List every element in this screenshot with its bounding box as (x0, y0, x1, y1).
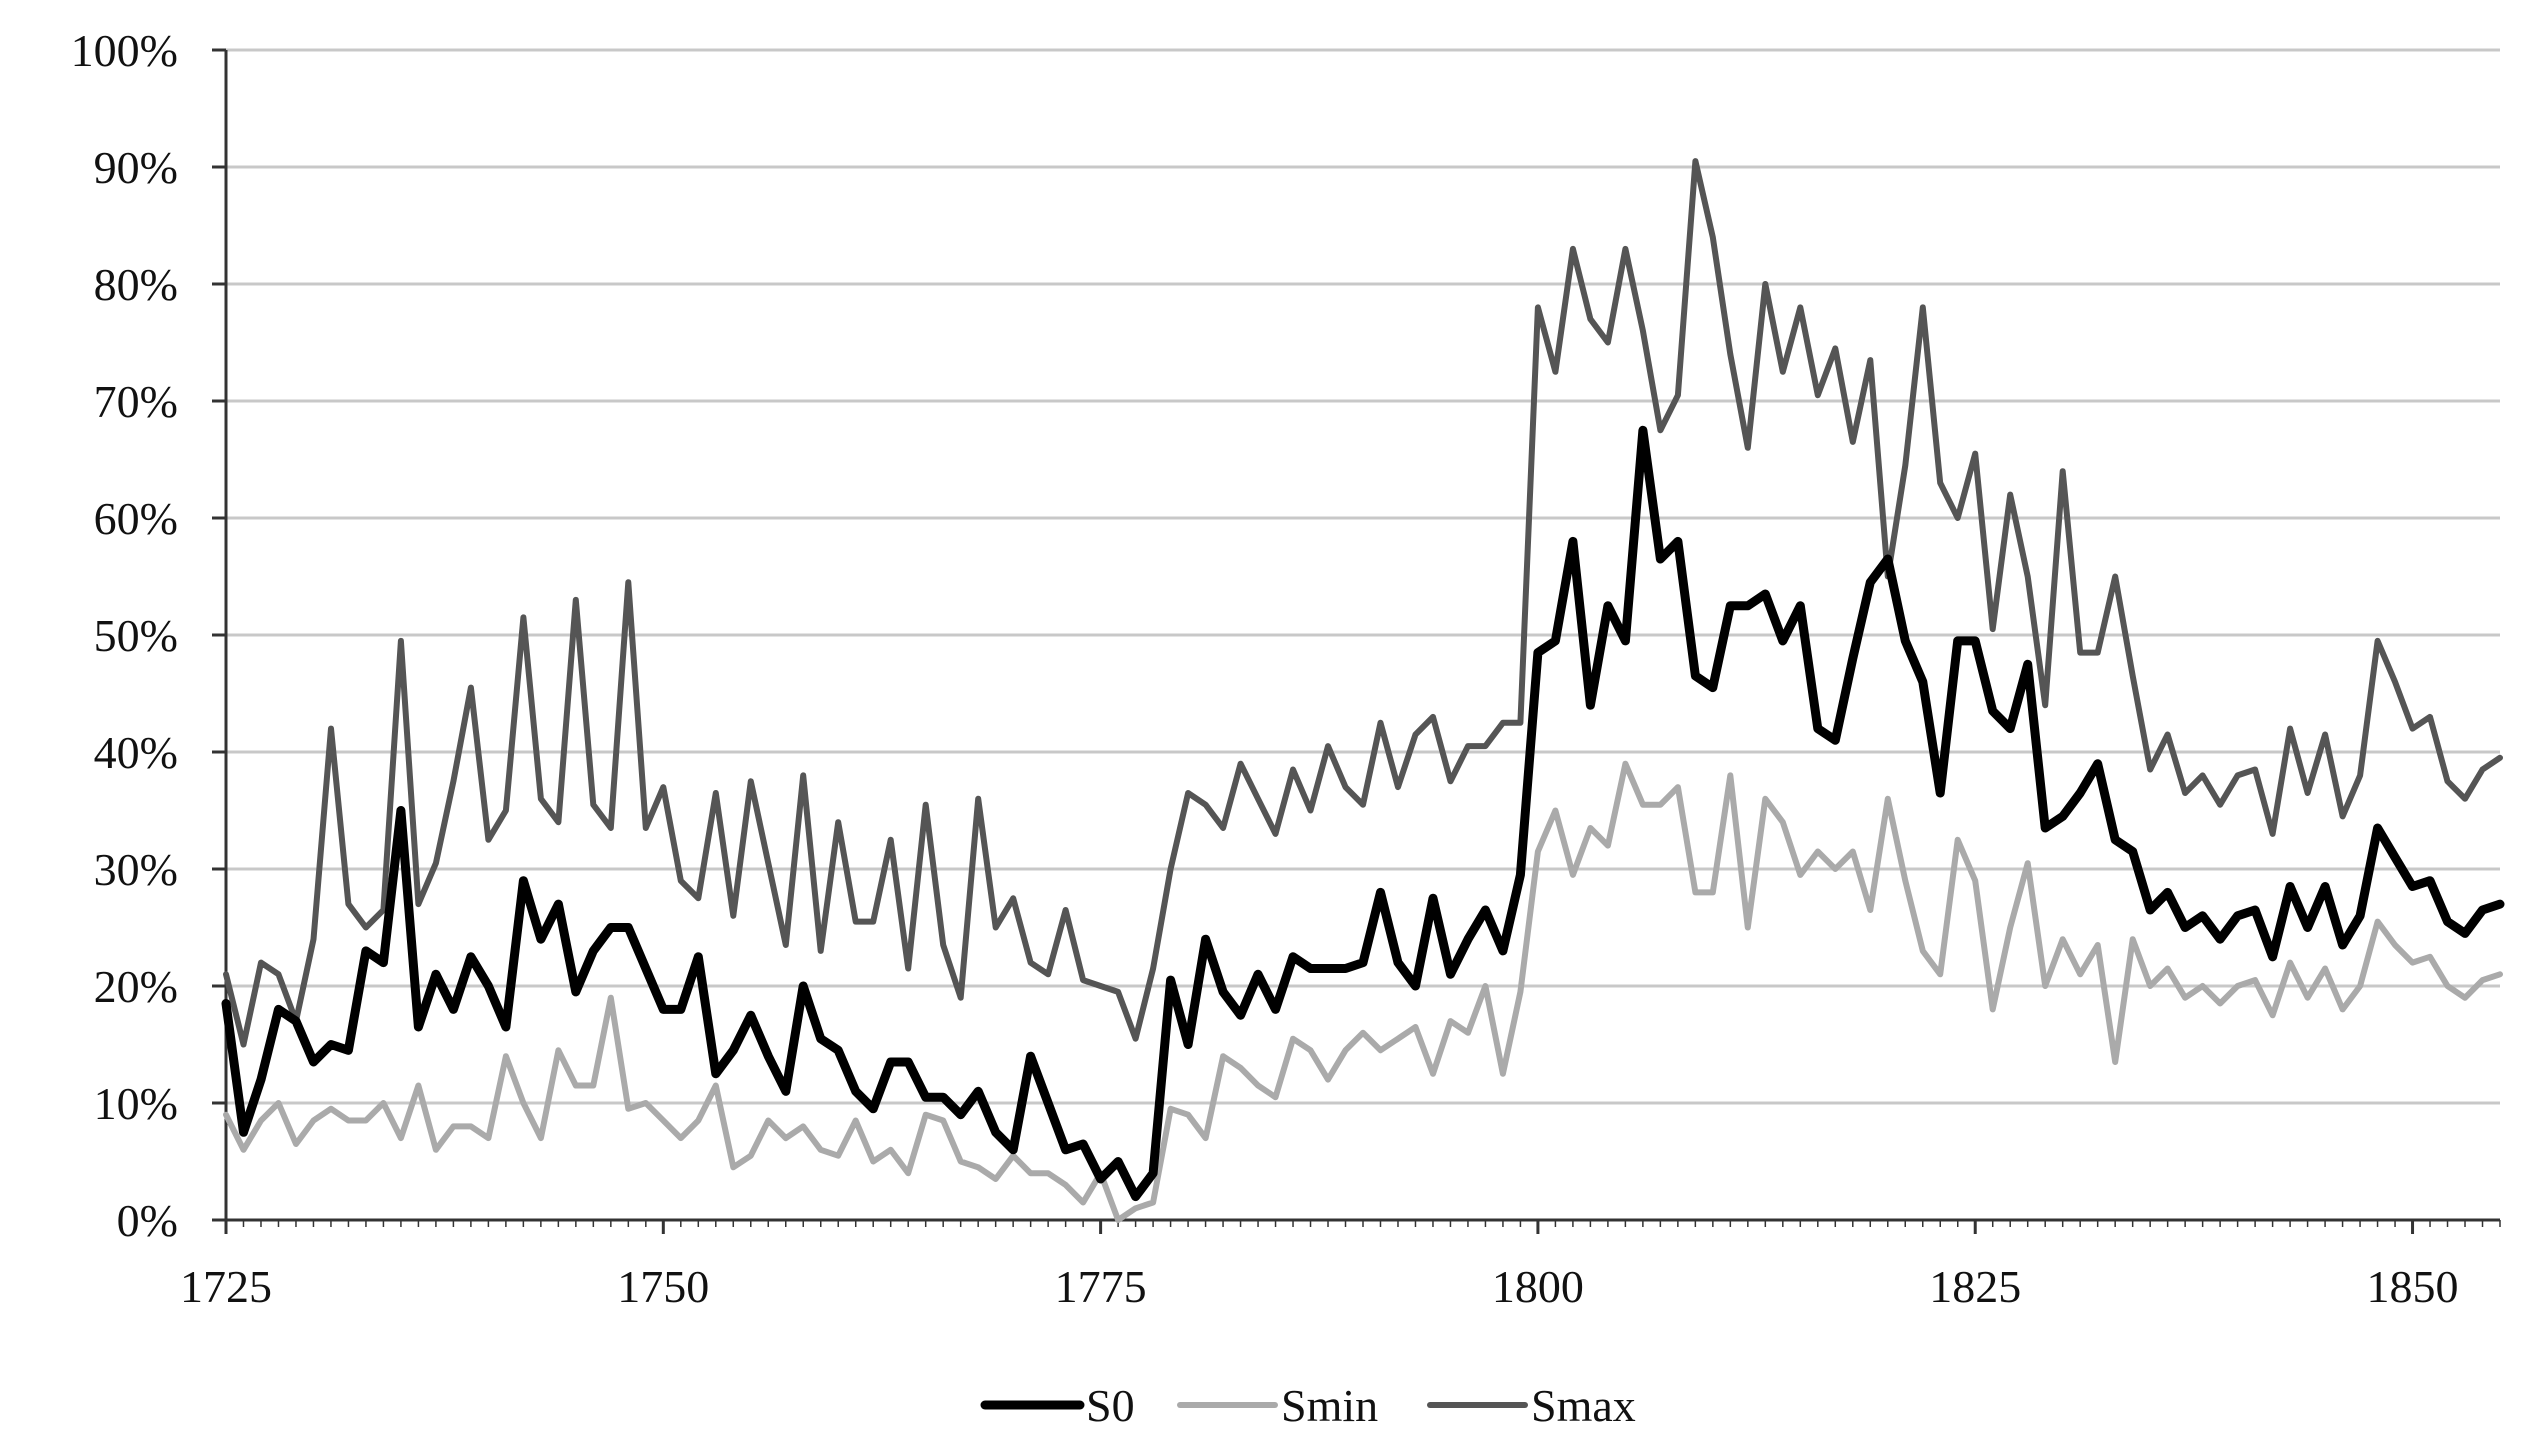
x-tick-label: 1850 (2367, 1261, 2459, 1312)
y-tick-label: 0% (117, 1195, 178, 1246)
y-tick-label: 10% (94, 1078, 178, 1129)
y-tick-label: 60% (94, 493, 178, 544)
x-tick-label: 1800 (1492, 1261, 1584, 1312)
legend-label: S0 (1086, 1380, 1135, 1431)
axes: 0% 10% 20% 30% 40% 50% 60% 70% 80% 90% 100% 1725 175… (71, 25, 2501, 1312)
legend-label: Smax (1531, 1380, 1636, 1431)
series-line-s0 (221, 425, 2505, 1202)
x-tick-label: 1775 (1055, 1261, 1147, 1312)
legend-item-s0: S0 (980, 1380, 1135, 1431)
y-tick-label: 30% (94, 844, 178, 895)
legend-item-smin: Smin (1177, 1380, 1378, 1431)
series-lines (221, 158, 2505, 1223)
legend: S0 Smin Smax (980, 1380, 1636, 1431)
y-tick-label: 20% (94, 961, 178, 1012)
y-tick-label: 50% (94, 610, 178, 661)
series-line-smin (223, 760, 2503, 1223)
x-tick-label: 1825 (1929, 1261, 2021, 1312)
y-tick-label: 40% (94, 727, 178, 778)
y-tick-label: 80% (94, 259, 178, 310)
grid-lines (226, 48, 2500, 1105)
y-tick-label: 70% (94, 376, 178, 427)
y-tick-label: 90% (94, 142, 178, 193)
legend-label: Smin (1281, 1380, 1378, 1431)
series-line-smax (223, 158, 2503, 1048)
x-tick-label: 1725 (180, 1261, 272, 1312)
x-tick-label: 1750 (617, 1261, 709, 1312)
y-tick-label: 100% (71, 25, 178, 76)
legend-item-smax: Smax (1427, 1380, 1636, 1431)
